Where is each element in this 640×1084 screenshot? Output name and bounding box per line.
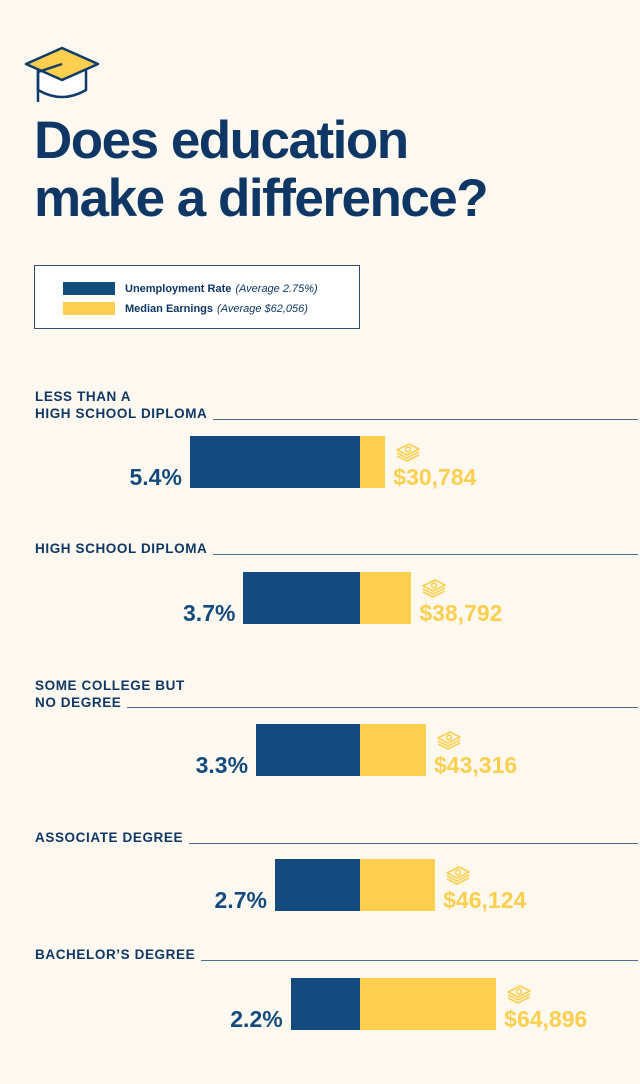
- category-divider: [201, 960, 638, 961]
- title-line-2: make a difference?: [34, 169, 489, 228]
- legend-item-unemployment: Unemployment Rate (Average 2.75%): [63, 282, 318, 295]
- earnings-value-label: $38,792: [419, 600, 503, 626]
- unemployment-value-label: 3.3%: [195, 752, 249, 778]
- category-label: BACHELOR’S DEGREE: [35, 947, 196, 962]
- unemployment-bar: [274, 859, 360, 911]
- category-label: LESS THAN A HIGH SCHOOL DIPLOMA: [35, 389, 208, 421]
- legend-item-earnings: Median Earnings (Average $62,056): [63, 302, 308, 315]
- earnings-bar: [360, 436, 386, 488]
- earnings-bar: [360, 724, 427, 776]
- category-divider: [213, 554, 638, 555]
- legend-swatch-unemployment: [63, 282, 115, 295]
- unemployment-value-label: 3.7%: [183, 600, 236, 626]
- earnings-bar: [360, 978, 497, 1030]
- legend-label-earnings: Median Earnings: [125, 302, 214, 315]
- earnings-value-label: $30,784: [393, 464, 477, 490]
- legend-note-unemployment: (Average 2.75%): [235, 282, 318, 295]
- category-divider: [189, 843, 638, 844]
- earnings-value-label: $64,896: [504, 1006, 588, 1032]
- earnings-bar: [360, 572, 412, 624]
- unemployment-bar: [256, 724, 360, 776]
- unemployment-value-label: 2.7%: [214, 887, 267, 913]
- money-stack-icon: [445, 865, 471, 885]
- page-title: Does education make a difference?: [34, 111, 489, 228]
- legend-swatch-earnings: [63, 302, 115, 315]
- category-divider: [213, 419, 638, 420]
- category-divider: [127, 707, 638, 708]
- earnings-bar: [360, 859, 436, 911]
- unemployment-value-label: 2.2%: [230, 1006, 283, 1032]
- money-stack-icon: [395, 442, 421, 462]
- title-line-1: Does education: [34, 111, 409, 170]
- legend-label-unemployment: Unemployment Rate: [125, 282, 232, 295]
- money-stack-icon: [421, 578, 447, 598]
- money-stack-icon: [436, 730, 462, 750]
- earnings-value-label: $43,316: [434, 752, 518, 778]
- earnings-value-label: $46,124: [443, 887, 527, 913]
- category-label: ASSOCIATE DEGREE: [35, 830, 184, 845]
- money-stack-icon: [506, 984, 532, 1004]
- unemployment-bar: [290, 978, 360, 1030]
- category-label: HIGH SCHOOL DIPLOMA: [35, 541, 208, 556]
- graduation-cap-icon: [24, 46, 100, 102]
- legend: Unemployment Rate (Average 2.75%) Median…: [34, 265, 360, 329]
- unemployment-bar: [243, 572, 360, 624]
- category-label: SOME COLLEGE BUT NO DEGREE: [35, 678, 185, 710]
- unemployment-bar: [189, 436, 360, 488]
- unemployment-value-label: 5.4%: [129, 464, 182, 490]
- legend-note-earnings: (Average $62,056): [217, 302, 308, 315]
